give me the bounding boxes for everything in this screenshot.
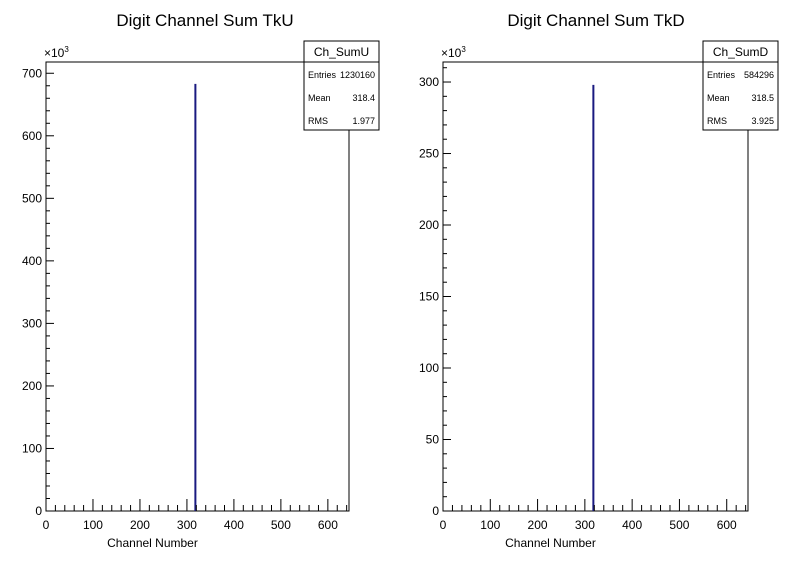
stats-label: RMS (308, 116, 328, 126)
x-tick-label: 600 (717, 518, 737, 532)
stats-value: 318.5 (751, 93, 774, 103)
x-tick-label: 100 (83, 518, 103, 532)
histogram-panel-1: Digit Channel Sum TkU 0 100 200 300 400 500 600… (22, 11, 380, 550)
y-multiplier: ×103 (44, 45, 69, 60)
y-tick-label: 50 (426, 433, 440, 447)
y-tick-label: 700 (22, 66, 42, 80)
stats-histogram-name: Ch_SumU (314, 45, 369, 59)
x-tick-label: 400 (224, 518, 244, 532)
x-tick-label: 0 (43, 518, 50, 532)
y-multiplier: ×103 (441, 45, 466, 60)
stats-label: Entries (308, 70, 337, 80)
y-tick-label: 300 (22, 316, 42, 330)
stats-box-frame (702, 40, 779, 131)
stats-box: Ch_SumU Entries 1230160 Mean 318.4 RMS 1.977 (303, 40, 380, 131)
stats-label: Mean (707, 93, 730, 103)
y-tick-label: 600 (22, 129, 42, 143)
y-tick-label: 0 (35, 504, 42, 518)
chart-title: Digit Channel Sum TkU (116, 11, 293, 30)
x-axis-title: Channel Number (505, 536, 596, 550)
stats-value: 1.977 (352, 116, 375, 126)
stats-value: 584296 (744, 70, 774, 80)
stats-value: 318.4 (352, 93, 375, 103)
histogram-bar (592, 84, 595, 512)
x-tick-label: 100 (480, 518, 500, 532)
y-tick-label: 0 (432, 504, 439, 518)
histogram-panel-2: Digit Channel Sum TkD 0 50 100 150 200 250 300 0… (419, 11, 779, 550)
x-tick-label: 0 (440, 518, 447, 532)
stats-label: Entries (707, 70, 736, 80)
y-tick-label: 150 (419, 290, 439, 304)
x-axis-title: Channel Number (107, 536, 198, 550)
x-tick-label: 600 (318, 518, 338, 532)
y-tick-label: 300 (419, 75, 439, 89)
x-tick-label: 200 (130, 518, 150, 532)
stats-box: Ch_SumD Entries 584296 Mean 318.5 RMS 3.925 (702, 40, 779, 131)
chart-title: Digit Channel Sum TkD (507, 11, 684, 30)
stats-value: 3.925 (751, 116, 774, 126)
stats-label: RMS (707, 116, 727, 126)
x-tick-label: 400 (622, 518, 642, 532)
histogram-bar (194, 83, 197, 512)
plot-frame (442, 61, 749, 512)
y-tick-label: 200 (419, 218, 439, 232)
y-tick-label: 500 (22, 191, 42, 205)
x-tick-label: 300 (575, 518, 595, 532)
y-tick-label: 100 (419, 361, 439, 375)
plot-frame (45, 61, 350, 512)
x-tick-label: 200 (528, 518, 548, 532)
x-tick-label: 500 (271, 518, 291, 532)
y-tick-label: 200 (22, 379, 42, 393)
stats-histogram-name: Ch_SumD (713, 45, 769, 59)
y-tick-label: 250 (419, 147, 439, 161)
stats-label: Mean (308, 93, 331, 103)
y-tick-label: 400 (22, 254, 42, 268)
stats-box-frame (303, 40, 380, 131)
x-tick-label: 300 (177, 518, 197, 532)
stats-value: 1230160 (340, 70, 375, 80)
y-tick-label: 100 (22, 441, 42, 455)
x-tick-label: 500 (669, 518, 689, 532)
